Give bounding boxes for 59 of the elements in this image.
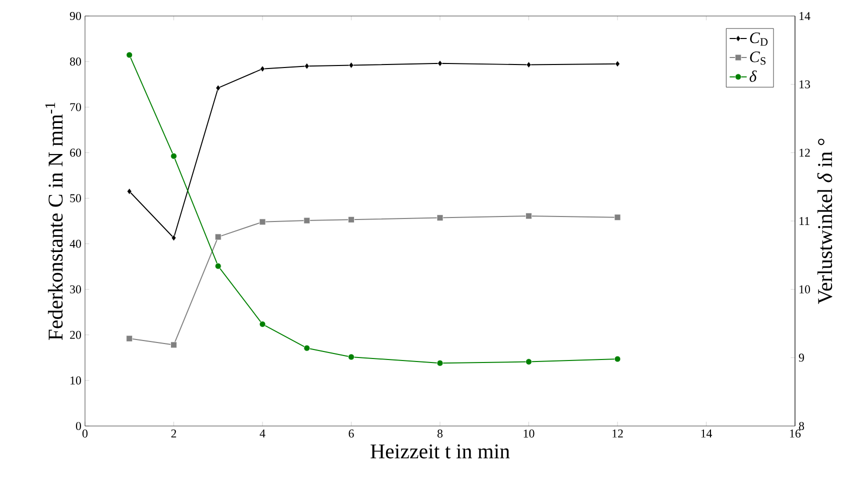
point — [348, 216, 354, 223]
point — [614, 214, 621, 221]
y-axis-title: Federkonstante C in N mm$^{-1}$ — [45, 102, 63, 340]
y-tick-label: 40 — [70, 240, 82, 248]
y-tick-label: 80 — [70, 58, 82, 66]
point — [438, 60, 442, 67]
point — [126, 188, 132, 195]
point — [526, 212, 532, 220]
point — [170, 152, 177, 160]
x-tick-label: 12 — [612, 430, 623, 438]
y-tick-label: 20 — [70, 330, 82, 339]
x-tick-label: 6 — [348, 430, 354, 438]
y-tick-label: 0 — [76, 422, 82, 430]
x-axis-title: Heizzeit t in min — [370, 444, 510, 458]
point — [259, 320, 266, 328]
point — [436, 214, 444, 221]
y-tick-label: 30 — [70, 285, 82, 294]
point — [526, 62, 532, 68]
point — [170, 342, 177, 348]
point — [260, 66, 265, 72]
y2-tick-label: 14 — [800, 12, 810, 20]
point — [304, 217, 310, 224]
point — [304, 344, 310, 352]
y2-tick-label: 9 — [798, 354, 804, 362]
y2-tick-label: 12 — [800, 148, 810, 157]
y2-tick-label: 11 — [800, 217, 810, 225]
y-tick-label: 60 — [70, 148, 82, 157]
point — [615, 60, 620, 68]
point — [171, 234, 176, 242]
legend-label: C$_{S}$ — [750, 52, 766, 65]
y-tick-label: 70 — [70, 103, 82, 112]
point — [216, 84, 221, 92]
point — [436, 360, 444, 366]
point — [348, 62, 354, 68]
x-tick-label: 0 — [82, 430, 88, 438]
point — [259, 218, 266, 226]
x-tick-label: 14 — [701, 430, 712, 438]
x-tick-label: 16 — [790, 430, 801, 438]
point — [304, 62, 310, 70]
legend-label: C$_{D}$ — [750, 32, 768, 46]
y2-tick-label: 10 — [800, 285, 810, 294]
x-tick-label: 2 — [171, 430, 176, 438]
y-tick-label: 90 — [70, 12, 82, 20]
x-tick-label: 8 — [437, 430, 443, 438]
x-tick-label: 10 — [524, 430, 534, 438]
x-tick-label: 4 — [260, 430, 266, 438]
point — [214, 234, 222, 240]
y2-axis-title: Verlustwinkel δ in ° — [817, 138, 832, 304]
point — [614, 356, 621, 362]
y2-tick-label: 13 — [800, 80, 810, 88]
y-tick-label: 50 — [70, 194, 82, 202]
point — [348, 354, 354, 360]
y-tick-label: 10 — [70, 376, 82, 384]
point — [126, 335, 133, 342]
point — [126, 52, 133, 58]
point — [214, 262, 222, 270]
legend-label: δ — [750, 70, 757, 82]
y2-tick-label: 8 — [798, 422, 804, 430]
point — [526, 358, 532, 365]
